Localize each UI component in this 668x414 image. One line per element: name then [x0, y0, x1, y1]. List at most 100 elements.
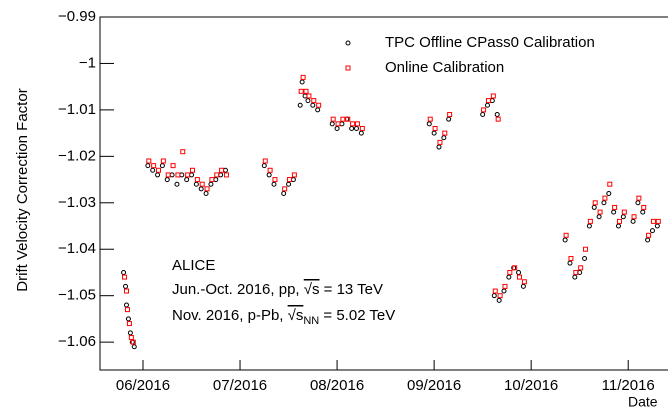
- y-tick-label: −1.05: [58, 287, 96, 304]
- point: [194, 177, 200, 183]
- point: [606, 191, 612, 196]
- point: [654, 223, 660, 229]
- point: [299, 79, 305, 85]
- y-tick-label: −1: [79, 54, 96, 71]
- point: [607, 181, 613, 187]
- point: [198, 186, 204, 192]
- point: [431, 130, 437, 136]
- point: [160, 158, 166, 164]
- point: [485, 98, 491, 104]
- annotation-part: = 13 TeV: [319, 281, 383, 298]
- point: [358, 130, 364, 136]
- point: [300, 74, 306, 80]
- point: [146, 158, 152, 164]
- legend-label: TPC Offline CPass0 Calibration: [385, 34, 595, 51]
- point: [359, 125, 365, 131]
- point: [582, 256, 588, 262]
- point: [150, 167, 156, 173]
- point: [223, 172, 229, 178]
- point: [156, 167, 162, 173]
- point: [635, 200, 641, 206]
- y-axis-label: Drift Velocity Correction Factor: [14, 88, 31, 291]
- point: [184, 177, 190, 183]
- point: [204, 186, 210, 192]
- point: [203, 191, 209, 196]
- point: [123, 288, 129, 294]
- point: [305, 98, 311, 104]
- point: [501, 288, 507, 294]
- legend-label: Online Calibration: [385, 59, 504, 76]
- point: [516, 269, 522, 275]
- point: [601, 200, 607, 206]
- point: [208, 181, 214, 187]
- point: [130, 339, 136, 345]
- point: [616, 223, 622, 229]
- point: [597, 209, 603, 215]
- y-tick-label: −0.99: [58, 8, 96, 25]
- point: [272, 177, 278, 183]
- point: [573, 269, 579, 275]
- point: [496, 297, 502, 303]
- point: [261, 163, 267, 169]
- point: [495, 116, 501, 122]
- point: [484, 102, 490, 108]
- x-axis-label: Date: [628, 394, 658, 410]
- point: [189, 167, 195, 173]
- legend-marker: [345, 40, 351, 46]
- annotation: Nov. 2016, p-Pb, √sNN = 5.02 TeV: [172, 307, 395, 327]
- point: [151, 163, 157, 169]
- point: [612, 204, 618, 210]
- point: [640, 209, 646, 215]
- annotation-part: Nov. 2016, p-Pb,: [172, 307, 288, 324]
- point: [646, 232, 652, 238]
- point: [436, 144, 442, 150]
- point: [426, 121, 432, 127]
- point: [506, 274, 512, 280]
- point: [350, 121, 356, 127]
- y-tick-label: −1.04: [58, 240, 96, 257]
- point: [164, 177, 170, 183]
- point: [583, 246, 589, 252]
- point: [645, 237, 651, 243]
- point: [122, 274, 128, 280]
- point: [655, 218, 661, 224]
- point: [437, 139, 443, 145]
- point: [636, 195, 642, 201]
- annotation-part: √s: [304, 281, 320, 298]
- point: [128, 334, 134, 340]
- point: [335, 121, 341, 127]
- x-tick-label: 09/2016: [407, 377, 461, 394]
- point: [199, 181, 205, 187]
- point: [446, 116, 452, 122]
- y-tick-label: −1.02: [58, 147, 96, 164]
- point: [602, 195, 608, 201]
- point: [442, 130, 448, 136]
- point: [286, 181, 292, 187]
- point: [131, 344, 137, 350]
- point: [520, 283, 526, 289]
- point: [650, 218, 656, 224]
- plot-frame: [99, 16, 668, 371]
- point: [494, 112, 500, 118]
- point: [209, 177, 215, 183]
- point: [298, 88, 304, 94]
- point: [159, 163, 165, 169]
- point: [282, 186, 288, 192]
- point: [271, 181, 277, 187]
- point: [649, 228, 655, 234]
- point: [329, 121, 335, 127]
- point: [297, 102, 303, 108]
- point: [441, 135, 447, 141]
- point: [165, 172, 171, 178]
- point: [316, 102, 322, 108]
- point: [354, 121, 360, 127]
- point: [596, 214, 602, 220]
- point: [330, 116, 336, 122]
- y-tick-label: −1.03: [58, 194, 96, 211]
- point: [126, 321, 132, 327]
- point: [124, 307, 130, 313]
- point: [447, 112, 453, 118]
- point: [310, 102, 316, 108]
- point: [567, 260, 573, 266]
